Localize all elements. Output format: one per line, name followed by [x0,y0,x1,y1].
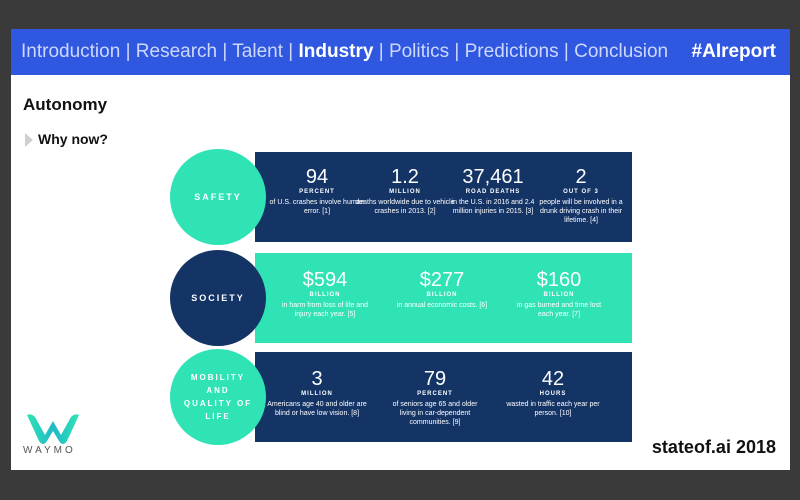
society-band: $594 BILLION in harm from loss of life a… [255,253,632,343]
stat-number: $160 [536,269,582,291]
stat-number: 94 [305,166,329,188]
mobility-band: 3 MILLION Americans age 40 and older are… [255,352,632,442]
nav-item-introduction[interactable]: Introduction [21,41,121,62]
stat-description: in the U.S. in 2016 and 2.4 million inju… [451,199,535,215]
stat-unit: BILLION [543,292,575,298]
stat: 94 PERCENT of U.S. crashes involve human… [267,166,367,216]
nav-separator: | [563,41,575,62]
stat: $277 BILLION in annual economic costs. [… [392,269,492,310]
stat-unit: OUT OF 3 [563,189,599,195]
nav-item-industry[interactable]: Industry [298,41,374,62]
safety-band: 94 PERCENT of U.S. crashes involve human… [255,152,632,242]
stat-unit: BILLION [426,292,458,298]
stat: 2 OUT OF 3 people will be involved in a … [531,166,631,225]
nav-item-research[interactable]: Research [135,41,218,62]
stat-description: Americans age 40 and older are blind or … [267,401,367,417]
nav-separator: | [378,41,389,62]
stat-unit: ROAD DEATHS [465,189,521,195]
top-nav-bar: Introduction | Research | Talent | Indus… [11,29,790,75]
stat-description: in gas burned and time lost each year. [… [516,302,602,318]
stat: $594 BILLION in harm from loss of life a… [275,269,375,319]
stat-unit: MILLION [301,391,333,397]
stat: $160 BILLION in gas burned and time lost… [509,269,609,319]
stat: 3 MILLION Americans age 40 and older are… [267,368,367,418]
stat-unit: HOURS [539,391,567,397]
society-label: SOCIETY [191,293,245,303]
stat-unit: PERCENT [299,189,335,195]
stat-description: of seniors age 65 and older living in ca… [392,401,478,426]
stat-number: 42 [541,368,565,390]
bullet-arrow-icon [25,133,33,147]
safety-label: SAFETY [194,192,242,202]
stat-unit: PERCENT [417,391,453,397]
stat-description: in annual economic costs. [6] [396,302,488,309]
mobility-circle: MOBILITY AND QUALITY OF LIFE [170,349,266,445]
section-subtitle: Why now? [38,131,108,147]
stat-number: 3 [311,368,323,390]
stat-number: $277 [419,269,465,291]
stat: 37,461 ROAD DEATHS in the U.S. in 2016 a… [443,166,543,216]
section-nav: Introduction | Research | Talent | Indus… [21,41,668,63]
nav-item-talent[interactable]: Talent [232,41,283,62]
nav-separator: | [288,41,299,62]
stat-description: wasted in traffic each year per person. … [506,401,600,417]
nav-item-predictions[interactable]: Predictions [464,41,559,62]
waymo-wordmark: WAYMO [23,445,76,456]
nav-separator: | [125,41,136,62]
page-title: Autonomy [23,95,108,114]
stat-description: deaths worldwide due to vehicle crashes … [355,199,455,215]
stat-number: 79 [423,368,447,390]
stat-unit: BILLION [309,292,341,298]
stat: 42 HOURS wasted in traffic each year per… [503,368,603,418]
footer-source: stateof.ai 2018 [651,437,776,457]
stat-description: of U.S. crashes involve human error. [1] [269,199,365,215]
stat-number: 37,461 [462,166,524,188]
waymo-logo-icon [27,414,79,444]
nav-separator: | [222,41,233,62]
stat-description: people will be involved in a drunk drivi… [539,199,623,224]
mobility-label: MOBILITY AND QUALITY OF LIFE [183,373,253,421]
nav-item-politics[interactable]: Politics [388,41,450,62]
society-circle: SOCIETY [170,250,266,346]
stat: 79 PERCENT of seniors age 65 and older l… [385,368,485,427]
stat: 1.2 MILLION deaths worldwide due to vehi… [355,166,455,216]
safety-circle: SAFETY [170,149,266,245]
stat-number: 1.2 [391,166,419,188]
stat-description: in harm from loss of life and injury eac… [282,302,368,318]
stat-unit: MILLION [389,189,421,195]
report-hashtag: #AIreport [691,41,776,62]
slide: Introduction | Research | Talent | Indus… [11,29,790,470]
stat-number: 2 [575,166,587,188]
nav-item-conclusion[interactable]: Conclusion [574,41,669,62]
stat-number: $594 [302,269,348,291]
nav-separator: | [454,41,465,62]
